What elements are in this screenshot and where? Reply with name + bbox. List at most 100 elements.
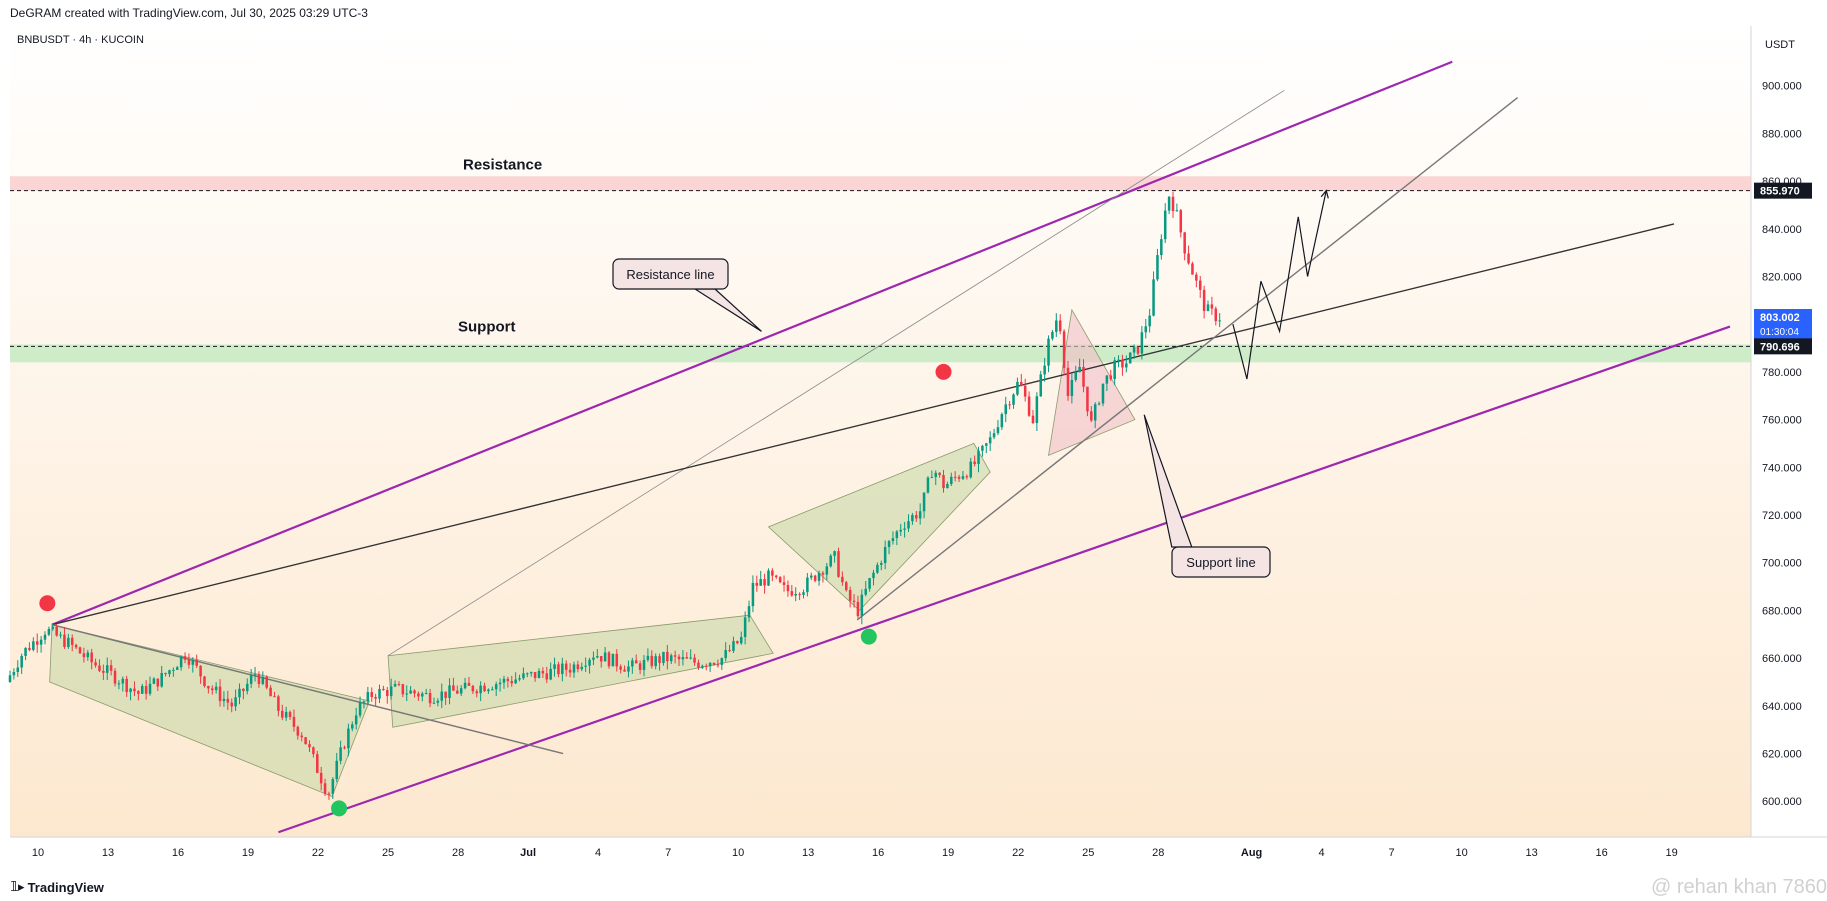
candle-body [599,656,603,662]
candle-body [697,662,700,668]
candle-body [852,600,856,602]
candle-body [950,476,953,484]
candle-body [996,427,1000,434]
price-chart[interactable]: Resistance Support Resistance line Support… [0,26,1827,901]
candle-body [218,686,222,702]
channel-lower [278,325,1731,834]
candle-body [915,515,918,519]
candle-body [1195,274,1198,281]
price-axis[interactable]: USDT 600.000 620.000 640.000 660.000 680.000… [1754,39,1812,808]
candle-body [623,669,626,672]
x-tick-label: 19 [942,847,954,859]
candle-body [405,693,409,695]
candle-body [860,594,864,617]
candle-body [281,710,284,718]
candle-body [1128,352,1132,364]
candle-body [409,690,412,694]
candle-body [277,696,280,711]
candle-body [1132,346,1136,353]
y-tick-label: 840.000 [1762,224,1802,236]
resistance-zone [10,176,1751,191]
candle-body [1136,346,1140,354]
candle-body [981,445,984,451]
candle-body [238,688,241,698]
candle-body [67,637,70,647]
candle-body [28,647,31,650]
candle-body [191,659,195,665]
candle-body [907,521,910,529]
y-tick-label: 720.000 [1762,510,1802,522]
candle-body [444,691,447,699]
candle-body [1171,196,1175,212]
candle-body [868,578,871,589]
candle-body [386,690,389,696]
candle-body [327,793,331,795]
candle-body [59,634,62,636]
candle-body [413,690,416,694]
candle-body [39,639,43,645]
thin-diagonal [387,90,1285,657]
time-axis[interactable]: 10 13 16 19 22 25 28 Jul 4 7 10 13 16 19 22 25 28 Aug 4 7 10… [32,847,1678,859]
callouts-layer: Resistance line Support line [612,258,1271,578]
candle-body [1020,381,1023,386]
candle-body [35,641,39,645]
candle-body [424,693,428,695]
candle-body [1206,304,1210,312]
candle-body [483,685,486,692]
candle-body [133,688,136,692]
candle-body [358,702,362,716]
candle-body [588,659,591,666]
candle-body [335,760,338,780]
candle-body [351,724,354,729]
tradingview-brand[interactable]: 𝟙▸ TradingView [10,879,104,895]
symbol-legend[interactable]: BNBUSDT · 4h · KUCOIN [17,34,144,46]
candle-body [576,664,580,670]
candle-body [926,477,930,493]
candle-body [12,671,16,676]
candle-body [300,735,303,738]
candle-body [526,673,529,675]
candle-body [942,475,945,489]
candle-body [284,711,288,718]
candle-body [615,653,619,667]
candle-body [156,678,160,687]
candle-body [347,728,350,749]
candle-body [316,754,319,773]
current-price-tag: 803.002 [1760,312,1800,324]
candle-body [634,660,638,664]
candle-body [323,783,327,794]
currency-label: USDT [1765,39,1795,51]
chart-area[interactable]: Resistance Support Resistance line Support… [0,26,1827,901]
candle-body [70,637,74,645]
candle-body [401,684,405,695]
candles-layer [8,191,1221,800]
candle-body [1121,359,1124,368]
candle-body [798,593,801,595]
candle-body [117,683,121,685]
tradingview-brand-label: TradingView [27,879,104,895]
callout-text: Resistance line [626,267,714,282]
candle-body [837,551,840,577]
candle-body [561,663,564,675]
candle-body [137,691,140,694]
candle-body [187,659,191,665]
candle-body [666,651,669,662]
black-diagonal [51,223,1675,626]
candle-body [829,555,832,567]
x-tick-label: 16 [172,847,184,859]
x-tick-label: 13 [102,847,114,859]
candle-body [502,678,506,683]
callout-text: Support line [1186,555,1255,570]
candle-body [724,650,727,659]
x-tick-label: 13 [1525,847,1537,859]
candle-body [533,672,537,679]
candle-body [638,663,642,670]
candle-body [246,683,249,692]
candle-body [821,572,825,575]
candle-body [1074,372,1078,380]
y-tick-label: 640.000 [1762,701,1802,713]
candle-body [487,689,490,692]
candle-body [152,678,156,684]
candle-body [759,579,762,586]
green-marker [331,800,348,817]
